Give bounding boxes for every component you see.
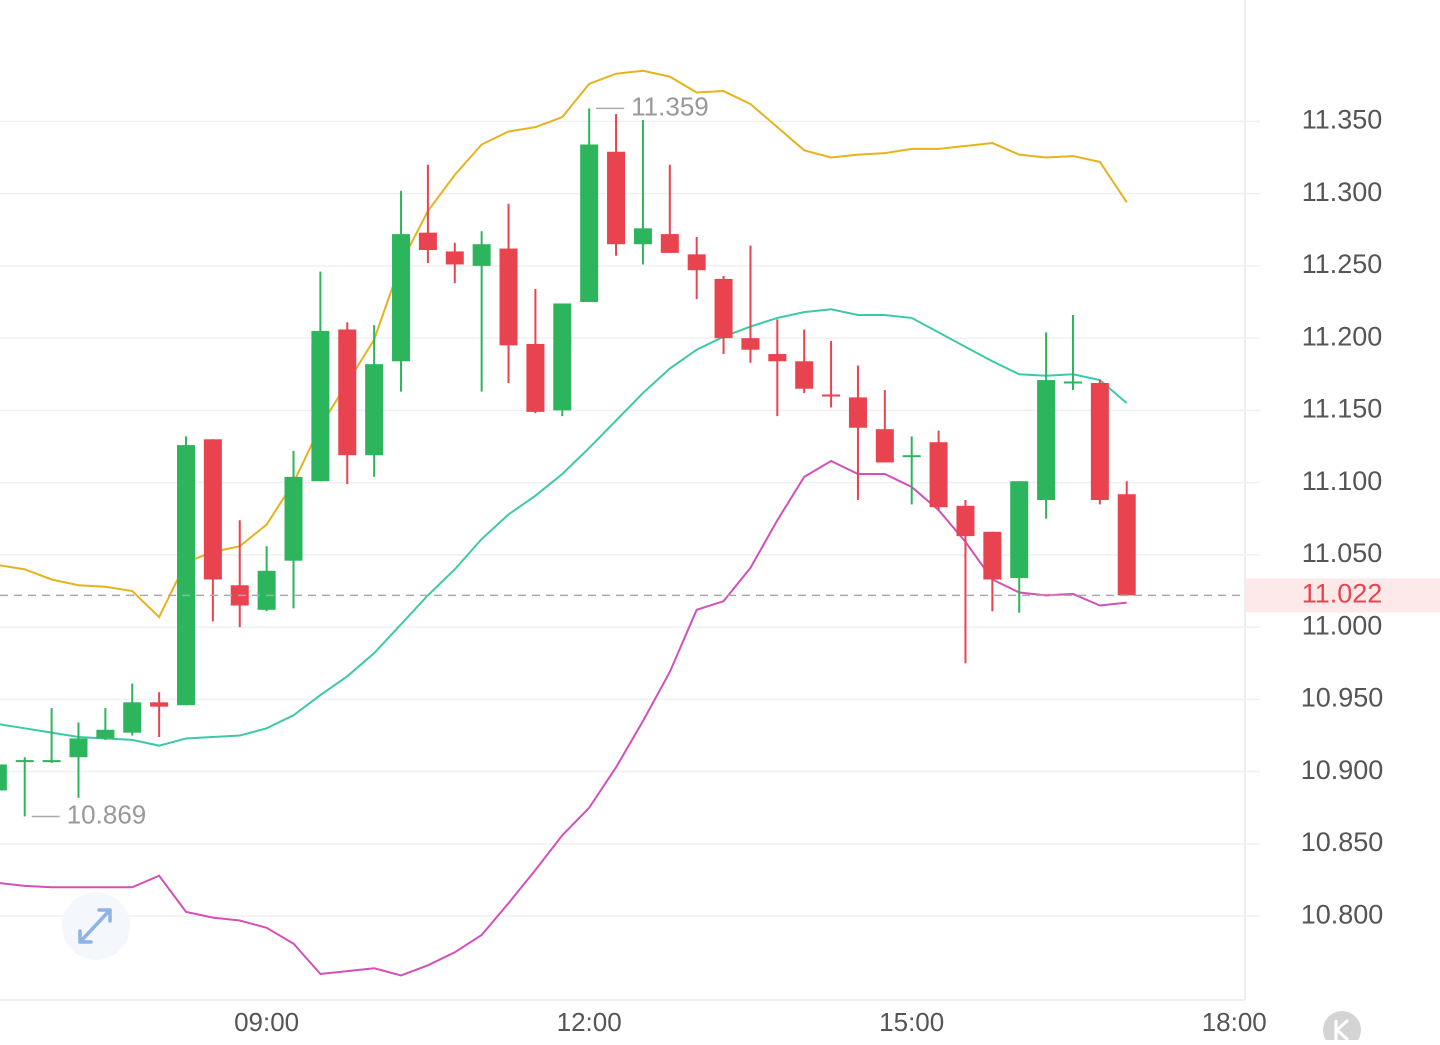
candle-body bbox=[1037, 380, 1056, 500]
candle-body bbox=[338, 329, 357, 456]
y-tick-label: 11.050 bbox=[1302, 538, 1383, 568]
candle-body bbox=[365, 364, 384, 456]
y-tick-label: 10.850 bbox=[1301, 827, 1384, 857]
x-tick-label: 15:00 bbox=[879, 1007, 944, 1037]
candle-body bbox=[96, 729, 115, 739]
candle-body bbox=[257, 570, 276, 610]
candle-body bbox=[1090, 382, 1109, 500]
candle-body bbox=[875, 429, 894, 463]
k-button[interactable] bbox=[1323, 1011, 1361, 1045]
candle-body bbox=[150, 702, 169, 707]
x-tick-label: 09:00 bbox=[234, 1007, 299, 1037]
y-tick-label: 11.250 bbox=[1302, 249, 1383, 279]
annotation-label: 10.869 bbox=[67, 799, 147, 829]
candle-body bbox=[69, 738, 88, 758]
candle-body bbox=[418, 232, 437, 250]
candle-body bbox=[553, 303, 572, 411]
y-tick-label: 10.900 bbox=[1301, 755, 1384, 785]
candle-body bbox=[1063, 381, 1082, 384]
y-tick-label: 10.800 bbox=[1301, 899, 1384, 929]
candle-body bbox=[445, 251, 464, 265]
candle-body bbox=[660, 234, 679, 253]
y-tick-label: 11.100 bbox=[1302, 466, 1383, 496]
candle-body bbox=[983, 531, 1002, 580]
candle-body bbox=[42, 760, 61, 763]
candle-body bbox=[1117, 494, 1136, 596]
annotation-label: 11.359 bbox=[631, 91, 709, 121]
plot-area bbox=[0, 69, 1245, 977]
x-tick-label: 18:00 bbox=[1202, 1007, 1267, 1037]
candle-body bbox=[0, 764, 7, 791]
y-tick-label: 10.950 bbox=[1301, 683, 1384, 713]
y-tick-label: 11.350 bbox=[1302, 105, 1383, 135]
candle-body bbox=[956, 505, 975, 537]
labels: 10.800 10.850 10.900 10.950 11.000 11.050 11.1… bbox=[31, 91, 1440, 1037]
candle-body bbox=[176, 445, 195, 706]
candle-body bbox=[929, 442, 948, 508]
candle-body bbox=[392, 234, 411, 362]
y-tick-label: 11.150 bbox=[1302, 394, 1383, 424]
candle-body bbox=[822, 394, 841, 397]
candle-body bbox=[499, 248, 518, 346]
candle-body bbox=[472, 244, 491, 266]
candle-body bbox=[902, 455, 921, 458]
candle-body bbox=[795, 361, 814, 389]
candle-body bbox=[15, 760, 34, 763]
candle-body bbox=[633, 228, 652, 245]
y-tick-label: 11.200 bbox=[1302, 321, 1383, 351]
candle-body bbox=[1010, 481, 1029, 579]
candle-body bbox=[284, 476, 303, 561]
y-tick-label: 11.000 bbox=[1302, 610, 1383, 640]
y-tick-label: 11.300 bbox=[1302, 177, 1383, 207]
band-line bbox=[0, 308, 1128, 747]
last-price-box bbox=[1246, 578, 1440, 613]
candle-body bbox=[848, 397, 867, 428]
candle-body bbox=[607, 151, 626, 245]
x-tick-label: 12:00 bbox=[557, 1007, 622, 1037]
candle-body bbox=[123, 702, 142, 733]
candle-body bbox=[687, 254, 706, 271]
candle-body bbox=[580, 144, 599, 303]
candle-body bbox=[741, 338, 760, 350]
expand-button[interactable] bbox=[62, 892, 130, 960]
candle-body bbox=[311, 330, 330, 482]
candle-body bbox=[203, 439, 222, 580]
candle-body bbox=[714, 278, 733, 339]
last-price-label: 11.022 bbox=[1302, 579, 1383, 609]
candle-body bbox=[768, 354, 787, 362]
candle-body bbox=[526, 343, 545, 412]
